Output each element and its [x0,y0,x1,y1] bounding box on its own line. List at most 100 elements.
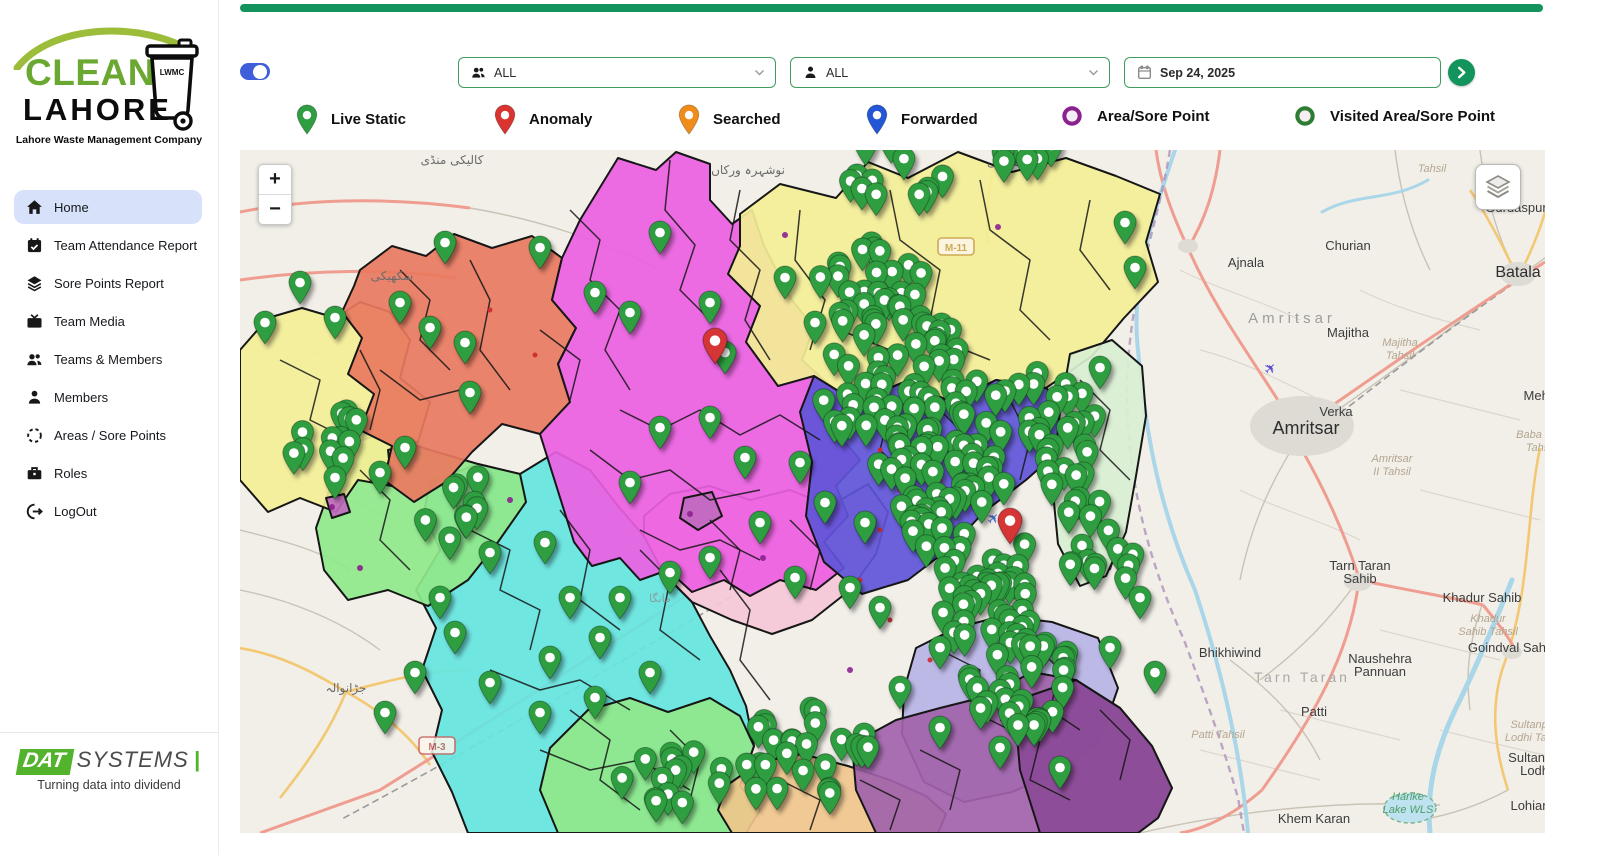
tv-icon [26,313,43,330]
sidebar-item-members[interactable]: Members [14,380,202,414]
sidebar-item-areas-sore-points[interactable]: Areas / Sore Points [14,418,202,452]
searched-pin-icon [678,104,700,135]
layers-control-button[interactable] [1475,164,1521,210]
sidebar-item-label: Team Media [54,313,125,329]
area-sore-point-ring-icon [1062,106,1082,126]
region-yellow-north[interactable] [727,151,1161,403]
date-value: Sep 24, 2025 [1160,65,1236,80]
person-icon [26,389,43,406]
team-filter-select[interactable]: ALL [458,57,776,88]
member-filter-select[interactable]: ALL [790,57,1110,88]
zoom-control: + − [258,164,292,225]
sore-point-dot[interactable] [507,497,513,503]
sidebar: CLEAN LWMC LAHORE Lahore Waste Managemen… [0,0,219,855]
motorway-shield: M-11 [937,237,975,256]
layers-icon [1485,175,1511,199]
map-label: جڑانوالہ [326,681,367,696]
map-label: Harike Lake WLS [1383,791,1434,816]
calendar-icon [1137,65,1152,80]
sidebar-item-label: Members [54,389,109,405]
map-label: کالیکی منڈی [421,153,484,167]
apply-filters-button[interactable] [1448,59,1475,86]
chevron-down-icon [1088,69,1099,77]
map-label: Amritsar [1248,310,1336,327]
sidebar-nav: Home Team Attendance Report Sore Points Re… [0,188,218,532]
map-label: Majitha [1327,325,1370,340]
map-label: Khadur Sahib [1443,590,1522,605]
svg-text:LWMC: LWMC [160,68,185,77]
legend-label: Visited Area/Sore Point [1330,107,1496,125]
map-label: Patti [1301,704,1327,719]
calendar-check-icon [26,237,43,254]
map-label: سکھیکی [371,269,413,283]
sore-point-dot[interactable] [357,565,363,571]
logo-clean-text: CLEAN [25,52,155,93]
legend-label: Forwarded [901,111,978,128]
legend-item-area-sore-point: Area/Sore Point [1060,104,1210,128]
dat-systems-logo: DAT SYSTEMS | Turning data into dividend [0,732,218,792]
dashed-circle-icon [26,427,43,444]
sore-point-dot[interactable] [760,555,766,561]
person-icon [803,65,818,80]
map[interactable]: M-11M-3TahsilGurdaspurChurianAjnalaBatal… [240,150,1545,833]
anomaly-dot [877,447,883,453]
member-filter-value: ALL [826,65,849,80]
chevron-right-icon [1457,66,1466,79]
legend-item-live-static: Live Static [296,104,406,135]
toggle-knob [253,64,267,79]
layers-icon [26,275,43,292]
legend-item-forwarded: Forwarded [866,104,978,135]
sidebar-item-team-media[interactable]: Team Media [14,304,202,338]
map-label: Churian [1325,238,1371,253]
anomaly-dot [887,617,893,623]
zoom-out-button[interactable]: − [269,198,281,220]
map-label: Tarn Taran [1254,669,1350,685]
sore-point-dot[interactable] [782,232,788,238]
map-label: Tarn Taran Sahib [1329,558,1390,586]
sidebar-item-label: Home [54,199,89,215]
map-label: Bhikhiwind [1199,645,1261,660]
map-label: Naushehra Pannuan [1348,651,1412,679]
motorway-shield: M-3 [418,736,456,755]
map-label: Baba BakTahsil [1516,429,1545,454]
sore-point-dot[interactable] [329,504,335,510]
map-label: Batala [1495,264,1540,281]
dat-badge: DAT [15,749,74,775]
map-label: نوشہرہ ورکاں [711,163,785,178]
logo-arc [13,27,197,70]
anomaly-dot [487,307,493,313]
sidebar-item-team-attendance-report[interactable]: Team Attendance Report [14,228,202,262]
sidebar-item-logout[interactable]: LogOut [14,494,202,528]
forwarded-pin-icon [866,104,888,135]
sidebar-item-label: Roles [54,465,88,481]
sidebar-item-label: Areas / Sore Points [54,427,166,443]
sidebar-item-teams-members[interactable]: Teams & Members [14,342,202,376]
map-label: Amritsar [1273,418,1340,438]
date-picker[interactable]: Sep 24, 2025 [1124,57,1441,88]
trash-bin-icon: LWMC [145,38,199,131]
map-canvas: M-11M-3TahsilGurdaspurChurianAjnalaBatal… [240,150,1545,833]
map-label: Khadur Sahib Tahsil [1458,613,1518,638]
anomaly-dot [927,657,933,663]
anomaly-dot [532,352,538,358]
sidebar-item-sore-points-report[interactable]: Sore Points Report [14,266,202,300]
map-label: Meht [1524,388,1545,403]
legend-item-visited-area-sore-point: Visited Area/Sore Point [1293,104,1495,128]
green-accent-bar [240,4,1543,12]
sidebar-item-roles[interactable]: Roles [14,456,202,490]
dat-tagline: Turning data into dividend [37,778,181,792]
map-label: Amritsar II Tahsil [1371,453,1414,478]
sore-point-dot[interactable] [847,667,853,673]
live-toggle[interactable] [240,63,270,80]
sore-point-dot[interactable] [687,511,693,517]
legend-label: Searched [713,111,781,128]
sore-point-dot[interactable] [995,224,1001,230]
sidebar-item-label: Sore Points Report [54,275,164,291]
zoom-in-button[interactable]: + [259,165,291,195]
team-filter-value: ALL [494,65,517,80]
dat-systems-text: SYSTEMS [76,747,189,772]
sidebar-item-home[interactable]: Home [14,190,202,224]
map-label: Patti Tahsil [1191,729,1245,741]
logo-lahore-text: LAHORE [23,92,172,127]
